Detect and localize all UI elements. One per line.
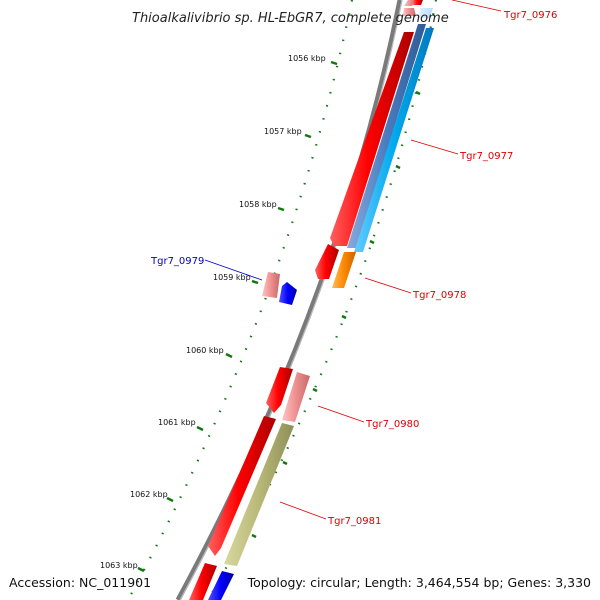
- accession-text: Accession: NC_011901: [9, 575, 152, 590]
- gene-label-tgr7-0977[interactable]: Tgr7_0977: [459, 151, 513, 162]
- scale-label: 1057 kbp: [264, 127, 302, 136]
- scale-label: 1062 kbp: [130, 490, 168, 499]
- gene-pink-top-a: [403, 8, 416, 16]
- gene-tgr7-0979-blue: [279, 282, 297, 305]
- gene-blue-bottom: [208, 571, 234, 600]
- gene-lightblue-top: [418, 8, 433, 18]
- gene-red-long-1: [330, 32, 414, 246]
- gene-tgr7-0978-orange: [332, 252, 356, 288]
- scale-label: 1058 kbp: [239, 200, 277, 209]
- scale-label: 1060 kbp: [186, 346, 224, 355]
- scale-ring-inner: [127, 0, 354, 600]
- gene-label-tgr7-0979[interactable]: Tgr7_0979: [150, 256, 204, 267]
- gene-tgr7-0980-pink: [282, 372, 310, 422]
- scale-label: 1063 kbp: [100, 561, 138, 570]
- scale-label: 1056 kbp: [288, 54, 326, 63]
- gene-label-tgr7-0980[interactable]: Tgr7_0980: [365, 419, 419, 430]
- gene-tgr7-0980-red: [266, 367, 293, 413]
- scale-label: 1059 kbp: [213, 273, 251, 282]
- scale-label: 1061 kbp: [158, 418, 196, 427]
- gene-tgr7-0981-olive: [224, 423, 294, 566]
- gene-steel-track: [347, 24, 426, 248]
- gene-label-tgr7-0978[interactable]: Tgr7_0978: [412, 290, 466, 301]
- gene-red-top-fragment: [413, 0, 423, 5]
- genome-title: Thioalkalivibrio sp. HL-EbGR7, complete …: [132, 11, 449, 26]
- topology-text: Topology: circular; Length: 3,464,554 bp…: [247, 575, 591, 590]
- outer-ring-ticks: [251, 90, 421, 539]
- gene-cyan-track: [354, 28, 434, 252]
- gene-label-tgr7-0981[interactable]: Tgr7_0981: [327, 516, 381, 527]
- gene-tgr7-0979-pink: [262, 272, 280, 298]
- gene-tgr7-0978-red: [315, 244, 339, 279]
- gene-label-tgr7-0976[interactable]: Tgr7_0976: [503, 10, 557, 21]
- gene-tgr7-0976-top: [404, 0, 416, 6]
- gene-red-long-2: [208, 416, 276, 556]
- gene-red-bottom: [189, 563, 217, 600]
- scale-ticks: [137, 60, 338, 573]
- label-leader-lines: [204, 0, 502, 520]
